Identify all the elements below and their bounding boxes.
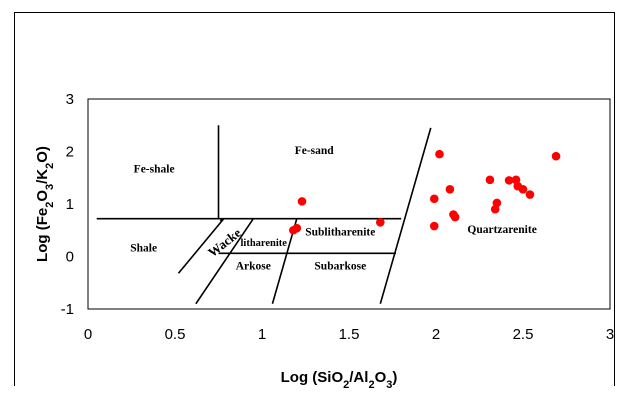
- boundary-line-3: [195, 218, 254, 305]
- data-point: [492, 198, 502, 208]
- data-point: [435, 149, 444, 159]
- x-tick-label: 2: [432, 326, 440, 343]
- data-point: [551, 151, 561, 161]
- region-label-litharenite: litharenite: [241, 238, 288, 249]
- region-label-quartzarenite: Quartzarenite: [467, 224, 536, 236]
- boundary-line-7: [379, 127, 432, 304]
- data-points: [289, 149, 561, 235]
- x-tick-label: 2.5: [513, 326, 534, 343]
- data-point: [525, 190, 535, 199]
- plot-area: [87, 98, 611, 310]
- y-tick-label: -1: [61, 301, 74, 318]
- figure-frame: [14, 12, 615, 386]
- tick-labels: 0 0.5 1 1.5 2 2.5 3 -1 0 1 2 3: [61, 91, 615, 343]
- data-point: [376, 218, 385, 227]
- x-tick-label: 0: [84, 326, 92, 343]
- data-point: [297, 197, 307, 206]
- x-axis-title: Log (SiO2/Al2O3): [281, 369, 398, 391]
- y-tick-label: 1: [66, 196, 74, 213]
- region-label-shale: Shale: [130, 242, 157, 254]
- data-point: [518, 185, 528, 194]
- data-point: [450, 212, 460, 222]
- x-tick-label: 1.5: [339, 326, 360, 343]
- region-label-subarkose: Subarkose: [314, 261, 366, 273]
- boundary-line-5: [219, 218, 225, 222]
- data-point: [445, 185, 455, 194]
- region-label-arkose: Arkose: [236, 261, 271, 273]
- region-label-sublitharenite: Sublitharenite: [305, 227, 375, 239]
- y-axis-title: Log (Fe2O3/K2O): [34, 146, 56, 262]
- data-point: [292, 223, 302, 233]
- y-tick-label: 3: [66, 91, 74, 108]
- y-tick-label: 0: [66, 249, 74, 266]
- y-tick-label: 2: [66, 144, 74, 161]
- x-tick-label: 3: [606, 326, 614, 343]
- x-tick-label: 0.5: [165, 326, 186, 343]
- data-point: [429, 221, 439, 231]
- boundary-line-2: [177, 218, 225, 274]
- data-point: [504, 176, 514, 185]
- region-label-fe-shale: Fe-shale: [134, 164, 175, 176]
- classification-boundaries: [96, 125, 432, 305]
- data-point: [485, 175, 495, 185]
- data-point: [429, 194, 439, 204]
- x-tick-label: 1: [258, 326, 266, 343]
- region-label-fe-sand: Fe-sand: [295, 145, 335, 157]
